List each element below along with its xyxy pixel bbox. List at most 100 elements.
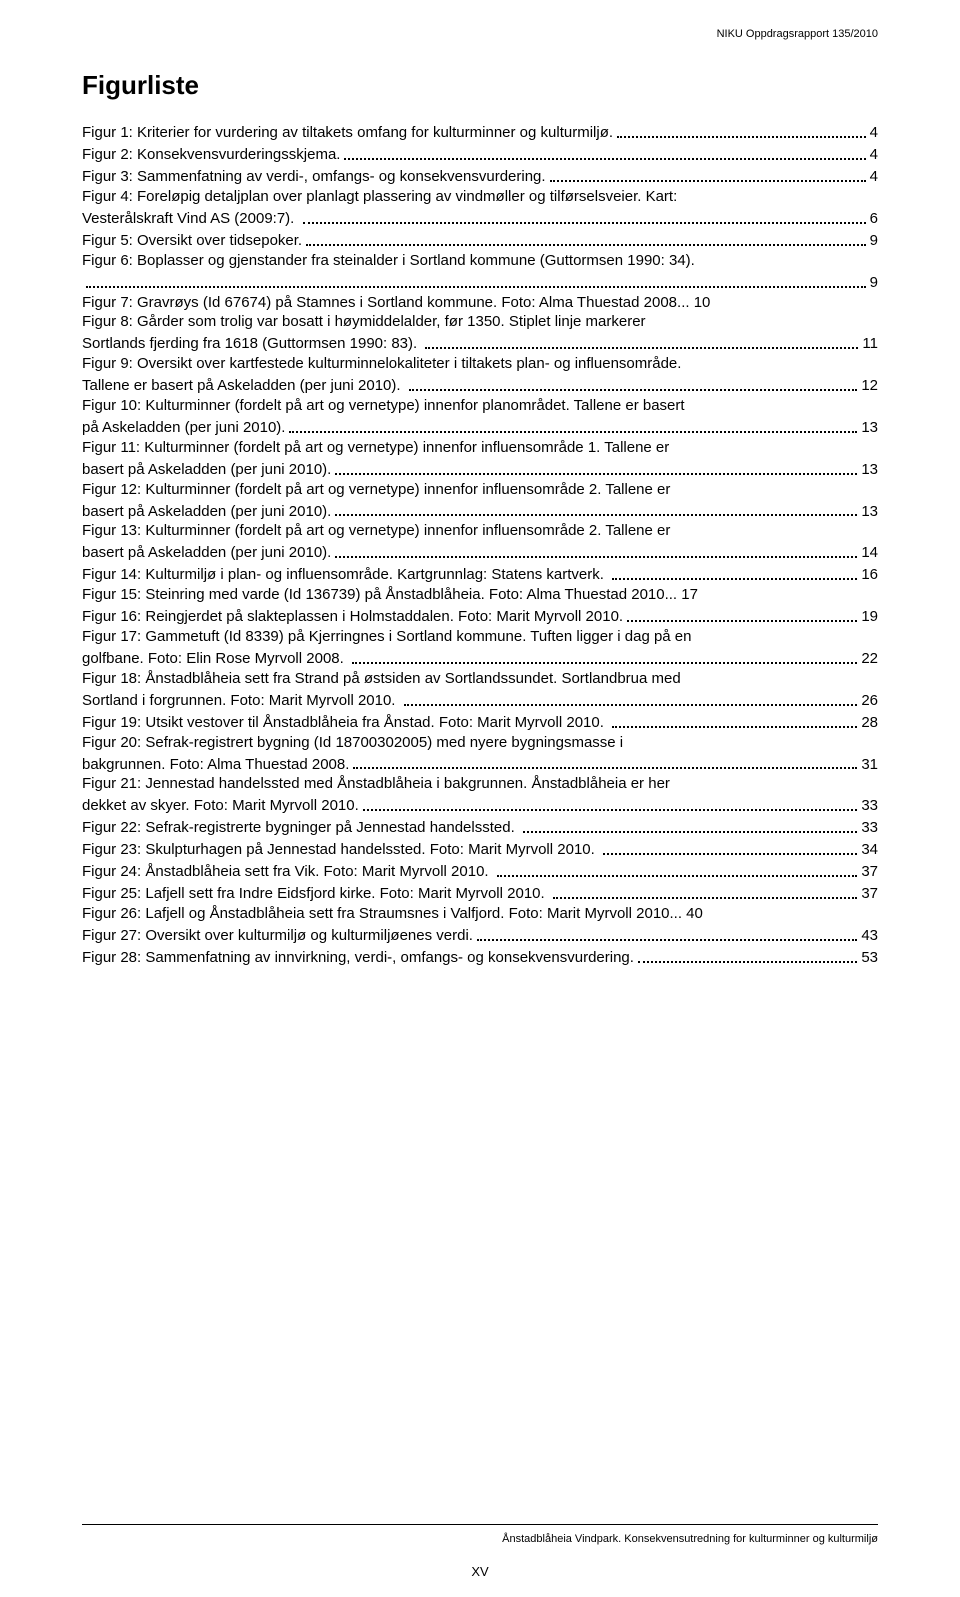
toc-dot-leader (550, 165, 866, 182)
toc-entry-text: Figur 23: Skulpturhagen på Jennestad han… (82, 840, 599, 860)
toc-entry-line: Figur 17: Gammetuft (Id 8339) på Kjerrin… (82, 627, 878, 647)
toc-entry-page: 43 (861, 926, 878, 946)
toc-entry-text: Figur 1: Kriterier for vurdering av tilt… (82, 123, 613, 143)
toc-dot-leader (335, 499, 857, 516)
toc-entry-line: Figur 20: Sefrak-registrert bygning (Id … (82, 733, 878, 753)
toc-dot-leader (352, 647, 857, 664)
toc-entry: Figur 24: Ånstadblåheia sett fra Vik. Fo… (82, 860, 878, 882)
toc-dot-leader (86, 271, 866, 288)
toc-entry-page: 37 (861, 862, 878, 882)
toc-entry: på Askeladden (per juni 2010). 13 (82, 416, 878, 438)
toc-entry: Figur 14: Kulturmiljø i plan- og influen… (82, 563, 878, 585)
toc-entry: Figur 3: Sammenfatning av verdi-, omfang… (82, 165, 878, 187)
toc-entry-text: Figur 2: Konsekvensvurderingsskjema. (82, 145, 340, 165)
toc-entry-page: 22 (861, 649, 878, 669)
toc-entry-page: 12 (861, 376, 878, 396)
toc-entry-page: 13 (861, 460, 878, 480)
toc-entry-page: 9 (870, 231, 878, 251)
footer-text: Ånstadblåheia Vindpark. Konsekvensutredn… (502, 1533, 878, 1545)
toc-entry-page: 14 (861, 543, 878, 563)
toc-dot-leader (353, 752, 857, 769)
toc-dot-leader (523, 816, 857, 833)
toc-entry-text: golfbane. Foto: Elin Rose Myrvoll 2008. (82, 649, 348, 669)
toc-entry-page: .. 10 (681, 293, 710, 313)
toc-entry-page: 33 (861, 818, 878, 838)
toc-entry-page: 31 (861, 755, 878, 775)
toc-entry-text: Tallene er basert på Askeladden (per jun… (82, 376, 405, 396)
toc-entry: Vesterålskraft Vind AS (2009:7). 6 (82, 207, 878, 229)
toc-entry-text: basert på Askeladden (per juni 2010). (82, 502, 331, 522)
toc-dot-leader (617, 121, 866, 138)
toc-entry: Figur 28: Sammenfatning av innvirkning, … (82, 946, 878, 968)
toc-entry-text: Figur 27: Oversikt over kulturmiljø og k… (82, 926, 473, 946)
toc-entry: Sortlands fjerding fra 1618 (Guttormsen … (82, 332, 878, 354)
toc-entry: dekket av skyer. Foto: Marit Myrvoll 201… (82, 794, 878, 816)
toc-entry-page: 4 (870, 123, 878, 143)
toc-entry-text: Figur 16: Reingjerdet på slakteplassen i… (82, 607, 623, 627)
toc-entry: 9 (82, 271, 878, 293)
toc-entry-text: basert på Askeladden (per juni 2010). (82, 543, 331, 563)
page: NIKU Oppdragsrapport 135/2010 Figurliste… (0, 0, 960, 1597)
toc-entry-page: .. 40 (674, 904, 703, 924)
toc-entry: Figur 15: Steinring med varde (Id 136739… (82, 585, 878, 605)
toc-entry: Figur 23: Skulpturhagen på Jennestad han… (82, 838, 878, 860)
toc-entry: Figur 16: Reingjerdet på slakteplassen i… (82, 605, 878, 627)
toc-entry: Figur 1: Kriterier for vurdering av tilt… (82, 121, 878, 143)
toc-entry-line: Figur 12: Kulturminner (fordelt på art o… (82, 480, 878, 500)
toc-entry: Figur 5: Oversikt over tidsepoker. 9 (82, 229, 878, 251)
toc-dot-leader (335, 541, 857, 558)
toc-entry-page: 34 (861, 840, 878, 860)
toc-entry-text: Figur 26: Lafjell og Ånstadblåheia sett … (82, 904, 674, 924)
toc-entry-line: Figur 21: Jennestad handelssted med Ånst… (82, 774, 878, 794)
toc-entry-line: Figur 8: Gårder som trolig var bosatt i … (82, 312, 878, 332)
toc-dot-leader (404, 689, 858, 706)
toc-dot-leader (627, 605, 857, 622)
toc-entry-text: Figur 5: Oversikt over tidsepoker. (82, 231, 302, 251)
toc-dot-leader (612, 563, 857, 580)
footer-rule (82, 1524, 878, 1525)
toc-entry-line: Figur 18: Ånstadblåheia sett fra Strand … (82, 669, 878, 689)
toc-entry-text: bakgrunnen. Foto: Alma Thuestad 2008. (82, 755, 349, 775)
toc-dot-leader (553, 882, 857, 899)
toc-entry-text: basert på Askeladden (per juni 2010). (82, 460, 331, 480)
toc-entry: Figur 25: Lafjell sett fra Indre Eidsfjo… (82, 882, 878, 904)
toc-entry: Figur 27: Oversikt over kulturmiljø og k… (82, 924, 878, 946)
toc-entry: Figur 22: Sefrak-registrerte bygninger p… (82, 816, 878, 838)
toc-entry-page: 11 (862, 334, 878, 354)
toc-entry: Figur 2: Konsekvensvurderingsskjema. 4 (82, 143, 878, 165)
toc-entry: basert på Askeladden (per juni 2010). 13 (82, 458, 878, 480)
toc-dot-leader (344, 143, 865, 160)
toc-entry-text: Figur 22: Sefrak-registrerte bygninger p… (82, 818, 519, 838)
toc-entry-page: 19 (861, 607, 878, 627)
toc-entry: basert på Askeladden (per juni 2010). 14 (82, 541, 878, 563)
toc-entry-text: Sortland i forgrunnen. Foto: Marit Myrvo… (82, 691, 400, 711)
toc-entry-text: Figur 14: Kulturmiljø i plan- og influen… (82, 565, 608, 585)
toc-dot-leader (612, 711, 857, 728)
toc-entry-text: Figur 24: Ånstadblåheia sett fra Vik. Fo… (82, 862, 493, 882)
toc-entry-page: 16 (861, 565, 878, 585)
toc-dot-leader (497, 860, 858, 877)
page-number: XV (0, 1564, 960, 1579)
toc-entry-line: Figur 4: Foreløpig detaljplan over planl… (82, 187, 878, 207)
toc-entry: golfbane. Foto: Elin Rose Myrvoll 2008. … (82, 647, 878, 669)
toc-entry-page: 26 (861, 691, 878, 711)
toc-entry-page: 53 (861, 948, 878, 968)
toc-entry: Tallene er basert på Askeladden (per jun… (82, 374, 878, 396)
toc-entry-text: Figur 25: Lafjell sett fra Indre Eidsfjo… (82, 884, 549, 904)
toc-entry-text: Vesterålskraft Vind AS (2009:7). (82, 209, 299, 229)
toc-entry-line: Figur 6: Boplasser og gjenstander fra st… (82, 251, 878, 271)
toc-entry: Figur 26: Lafjell og Ånstadblåheia sett … (82, 904, 878, 924)
toc-entry: Sortland i forgrunnen. Foto: Marit Myrvo… (82, 689, 878, 711)
figure-list-toc: Figur 1: Kriterier for vurdering av tilt… (82, 121, 878, 968)
toc-entry-line: Figur 11: Kulturminner (fordelt på art o… (82, 438, 878, 458)
toc-entry-page: 4 (870, 145, 878, 165)
toc-dot-leader (289, 416, 857, 433)
toc-entry-text: Figur 28: Sammenfatning av innvirkning, … (82, 948, 634, 968)
toc-entry-page: 37 (861, 884, 878, 904)
toc-entry-text: Figur 7: Gravrøys (Id 67674) på Stamnes … (82, 293, 681, 313)
toc-entry-text: dekket av skyer. Foto: Marit Myrvoll 201… (82, 796, 359, 816)
toc-dot-leader (477, 924, 857, 941)
toc-dot-leader (303, 207, 866, 224)
toc-entry: bakgrunnen. Foto: Alma Thuestad 2008. 31 (82, 752, 878, 774)
toc-entry-page: 9 (870, 273, 878, 293)
